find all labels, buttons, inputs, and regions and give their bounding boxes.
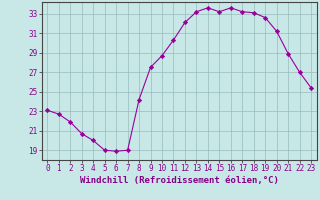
- X-axis label: Windchill (Refroidissement éolien,°C): Windchill (Refroidissement éolien,°C): [80, 176, 279, 185]
